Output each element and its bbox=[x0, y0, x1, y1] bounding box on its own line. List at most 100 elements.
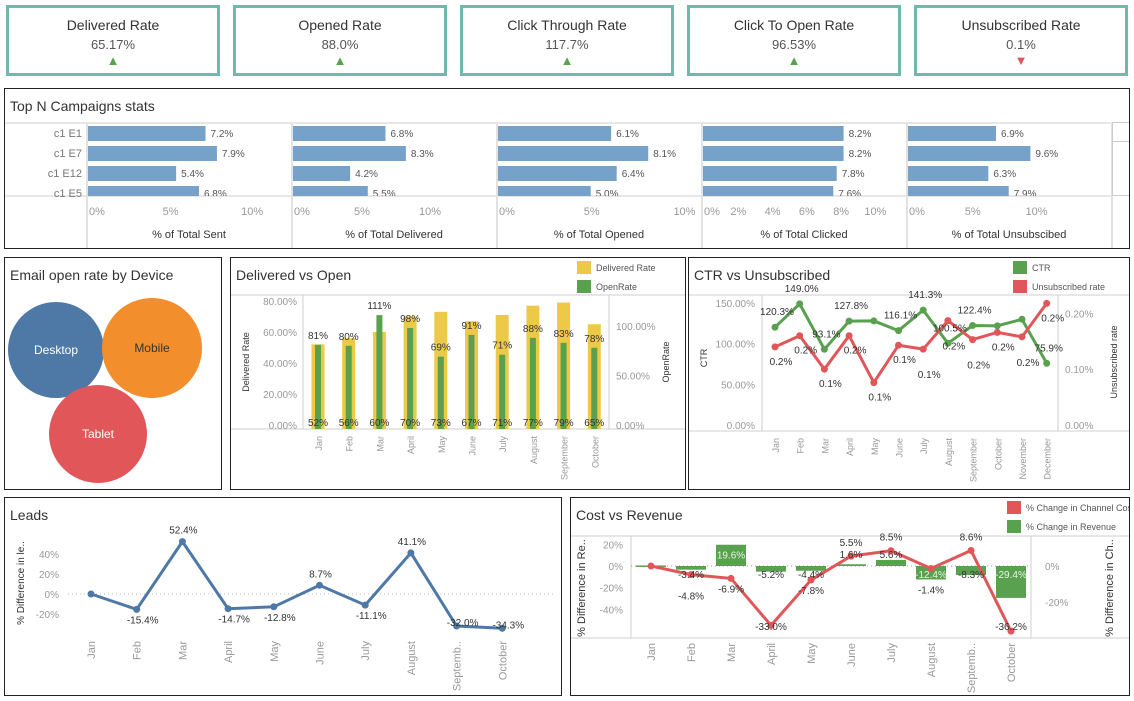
unsubscribed-label: 0.2% bbox=[943, 342, 966, 353]
open-rate-bar bbox=[499, 354, 506, 429]
leads-value-label: -11.1% bbox=[356, 611, 387, 622]
triangle-up-icon: ▲ bbox=[106, 53, 120, 68]
leads-point bbox=[407, 549, 415, 557]
bar-value-label: 5.5% bbox=[373, 189, 396, 200]
axis-tick-label: 50.00% bbox=[616, 372, 650, 383]
open-rate-bar bbox=[407, 327, 414, 429]
axis-title: CTR bbox=[699, 348, 709, 367]
month-label: August bbox=[926, 643, 938, 677]
ctr-point bbox=[771, 323, 779, 331]
month-label: Feb bbox=[345, 436, 355, 452]
ctr-point bbox=[870, 317, 878, 325]
legend-swatch bbox=[1007, 501, 1021, 514]
month-label: June bbox=[315, 641, 327, 665]
open-rate-label: 88% bbox=[523, 324, 543, 335]
device-bubble-tablet[interactable] bbox=[49, 385, 147, 483]
month-label: Septemb.. bbox=[452, 641, 464, 691]
legend-label: % Change in Channel Cost bbox=[1026, 503, 1130, 513]
panel-title: Leads bbox=[10, 507, 49, 523]
unsubscribed-label: 0.1% bbox=[819, 379, 842, 390]
unsubscribed-point bbox=[919, 345, 927, 353]
axis-tick-label: 0.00% bbox=[269, 421, 297, 432]
month-label: Jan bbox=[771, 438, 781, 453]
axis-tick-label: 4% bbox=[765, 206, 781, 218]
bar-value-label: 6.1% bbox=[616, 129, 639, 140]
axis-tick-label: 10% bbox=[419, 206, 441, 218]
leads-svg: -20% 0% 20% 40% % Difference in le.. -15.4% 52… bbox=[16, 526, 555, 691]
bar-value-label: 7.6% bbox=[838, 189, 861, 200]
month-label: Septemb.. bbox=[966, 643, 978, 693]
cost-change-label: -6.9% bbox=[718, 584, 744, 595]
month-label: April bbox=[406, 436, 416, 454]
open-rate-bar bbox=[345, 345, 352, 429]
bar-value-label: 6.8% bbox=[390, 129, 413, 140]
leads-point bbox=[87, 590, 95, 598]
open-rate-label: 98% bbox=[400, 314, 420, 325]
bar-value-label: 6.8% bbox=[204, 189, 227, 200]
open-rate-label: 71% bbox=[492, 341, 512, 352]
legend-label: Delivered Rate bbox=[596, 263, 656, 273]
ctr-point bbox=[919, 306, 927, 314]
open-rate-bar bbox=[468, 334, 475, 429]
unsubscribed-point bbox=[820, 365, 828, 373]
cost-change-label: 5.5% bbox=[840, 538, 863, 549]
ctr-label: 149.0% bbox=[785, 284, 819, 295]
axis-tick-label: 5% bbox=[354, 206, 370, 218]
leads-point bbox=[178, 538, 186, 546]
kpi-label: Opened Rate bbox=[298, 17, 382, 33]
ctr-label: 100.5% bbox=[933, 323, 967, 334]
bar-value-label: 4.2% bbox=[355, 169, 378, 180]
axis-tick-label: 100.00% bbox=[716, 340, 756, 351]
delivered-rate-label: 71% bbox=[492, 418, 512, 429]
scrollbar[interactable] bbox=[1112, 122, 1129, 196]
campaign-bar bbox=[703, 146, 844, 161]
scrollbar-thumb[interactable] bbox=[1113, 123, 1129, 142]
unsubscribed-label: 0.1% bbox=[893, 355, 916, 366]
revenue-change-label: 1.6% bbox=[840, 550, 863, 561]
month-label: Jan bbox=[646, 643, 658, 661]
legend-label: CTR bbox=[1032, 263, 1051, 273]
axis-tick-label: -40% bbox=[600, 605, 623, 616]
revenue-change-bar bbox=[916, 566, 946, 580]
open-rate-bar bbox=[315, 344, 321, 429]
device-bubble-svg: Desktop Mobile Tablet bbox=[8, 298, 202, 483]
cost-change-point bbox=[687, 571, 695, 579]
revenue-change-label: -8.3% bbox=[958, 570, 984, 581]
bar-value-label: 5.0% bbox=[596, 189, 619, 200]
open-rate-label: 81% bbox=[308, 331, 328, 342]
unsubscribed-point bbox=[870, 379, 878, 387]
month-label: May bbox=[870, 438, 880, 456]
campaign-row-label: c1 E12 bbox=[48, 168, 82, 180]
bar-area: 7.2% 7.9% 5.4%6.8% bbox=[88, 126, 245, 200]
revenue-change-label: 5.6% bbox=[880, 550, 903, 561]
kpi-card: Delivered Rate 65.17% ▲ bbox=[6, 5, 220, 76]
cost-change-label: -7.8% bbox=[798, 586, 824, 597]
axis-tick-label: 10% bbox=[1025, 206, 1047, 218]
unsubscribed-label: 0.1% bbox=[868, 393, 891, 404]
leads-value-label: 41.1% bbox=[398, 537, 426, 548]
month-label: August bbox=[406, 641, 418, 675]
axis-tick-label: 10% bbox=[864, 206, 886, 218]
device-bubble-mobile[interactable] bbox=[102, 298, 202, 398]
ctr-point bbox=[820, 345, 828, 353]
month-label: May bbox=[806, 643, 818, 664]
axis-tick-label: 0.20% bbox=[1065, 309, 1093, 320]
revenue-change-label: -29.4% bbox=[995, 570, 1027, 581]
panel-title: Cost vs Revenue bbox=[576, 507, 683, 523]
panel-title: Email open rate by Device bbox=[10, 267, 174, 283]
bubble-label: Mobile bbox=[134, 341, 170, 355]
kpi-label: Click To Open Rate bbox=[733, 17, 855, 33]
axis-tick-label: 8% bbox=[833, 206, 849, 218]
delivered-rate-label: 77% bbox=[523, 418, 543, 429]
campaign-bar bbox=[498, 166, 617, 181]
axis-tick-label: 20% bbox=[603, 540, 623, 551]
campaign-bar bbox=[88, 146, 217, 161]
unsubscribed-line bbox=[774, 302, 1048, 386]
ctr-label: 116.1% bbox=[884, 311, 917, 322]
axis-tick-label: 0.10% bbox=[1065, 365, 1093, 376]
axis-title: % Difference in le.. bbox=[16, 541, 27, 625]
open-rate-label: 91% bbox=[461, 321, 481, 332]
device-bubble-desktop[interactable] bbox=[8, 302, 104, 398]
unsubscribed-point bbox=[969, 336, 977, 344]
month-label: Feb bbox=[686, 643, 698, 662]
